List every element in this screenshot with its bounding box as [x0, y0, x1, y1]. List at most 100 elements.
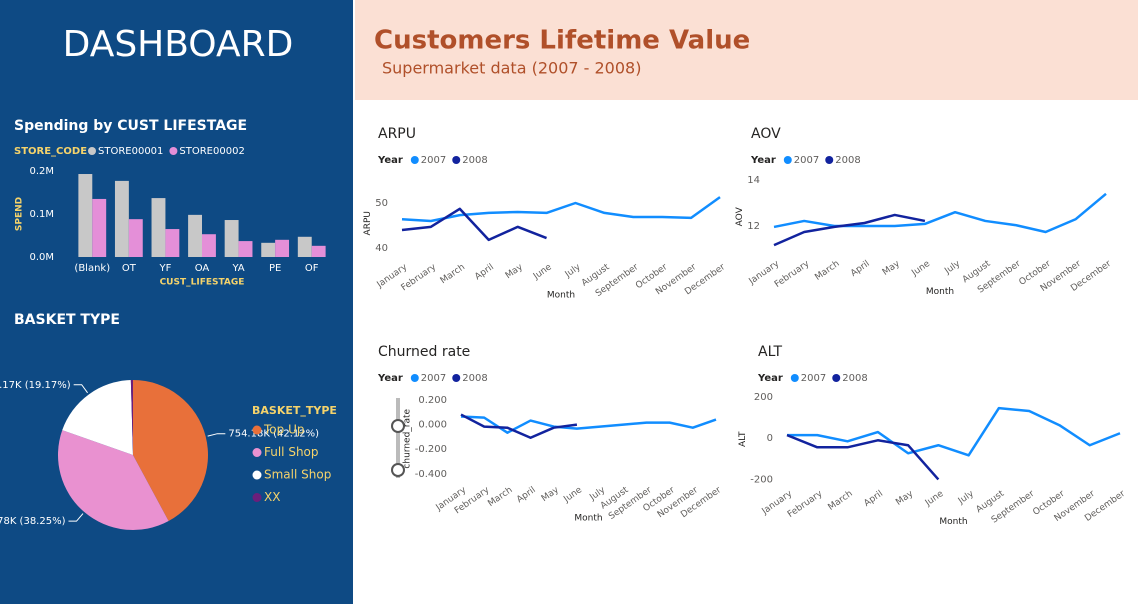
bar — [188, 214, 202, 257]
legend-marker — [88, 147, 96, 155]
y-tick-label: 0.200 — [418, 395, 447, 406]
y-tick-label: 0.0M — [29, 252, 54, 263]
y-tick-label: 0.1M — [29, 209, 54, 220]
slider[interactable] — [391, 398, 405, 478]
y-tick-label: 0.000 — [418, 420, 447, 431]
header-banner — [355, 0, 1138, 100]
y-tick-label: -0.200 — [415, 444, 447, 455]
x-tick-label: March — [486, 485, 514, 509]
bar — [202, 234, 216, 257]
legend-marker — [169, 147, 178, 155]
x-axis-title: Month — [939, 517, 967, 527]
x-tick-label: April — [849, 259, 872, 279]
bar — [114, 180, 129, 257]
bar — [275, 239, 290, 257]
x-tick-label: July — [942, 259, 962, 277]
bar — [297, 236, 312, 257]
legend-label: 2008 — [835, 155, 860, 166]
legend-label: STORE00002 — [179, 146, 244, 157]
legend-title: STORE_CODE — [14, 146, 87, 157]
legend-marker — [825, 156, 834, 164]
legend-title: Year — [757, 373, 783, 384]
leader-line — [207, 433, 226, 437]
bar — [238, 241, 253, 257]
line-series — [460, 413, 578, 440]
legend-label: 2007 — [794, 155, 819, 166]
x-tick-label: May — [504, 262, 526, 281]
data-label: 343.17K (19.17%) — [0, 380, 71, 391]
legend-label: XX — [264, 490, 280, 504]
data-label: 754.18K (42.12%) — [228, 429, 319, 440]
y-axis-title: SPEND — [15, 197, 25, 231]
legend-label: Top Up — [263, 423, 304, 437]
slider-handle[interactable] — [391, 463, 405, 477]
legend-label: Full Shop — [264, 445, 319, 459]
y-axis-title: ALT — [738, 431, 748, 447]
y-axis-title: churned_rate — [402, 408, 412, 468]
y-axis-title: ARPU — [363, 211, 373, 235]
y-axis-title: AOV — [735, 206, 745, 226]
bar — [224, 220, 239, 257]
line-series — [786, 433, 940, 481]
y-tick-label: 14 — [747, 175, 760, 186]
x-tick-label: OA — [195, 263, 210, 274]
x-tick-label: YF — [158, 263, 171, 274]
pie-slice — [130, 380, 133, 455]
x-tick-label: June — [909, 259, 932, 279]
y-tick-label: 12 — [747, 221, 760, 232]
bar — [151, 198, 166, 257]
bar — [261, 242, 276, 257]
x-tick-label: April — [515, 485, 538, 505]
slider-handle[interactable] — [391, 419, 405, 433]
legend-marker — [410, 156, 419, 164]
legend-label: 2008 — [842, 373, 867, 384]
x-tick-label: June — [923, 489, 946, 509]
pie-slice — [133, 380, 209, 522]
y-tick-label: -0.400 — [415, 469, 447, 480]
x-tick-label: May — [894, 489, 916, 508]
legend-marker — [410, 374, 419, 382]
x-tick-label: June — [531, 262, 554, 282]
x-tick-label: PE — [269, 263, 281, 274]
x-tick-label: March — [813, 259, 841, 283]
x-tick-label: July — [563, 262, 583, 280]
legend-marker — [452, 156, 461, 164]
bar — [311, 245, 326, 257]
leader-line — [73, 384, 88, 394]
y-tick-label: 50 — [375, 198, 388, 209]
x-tick-label: February — [786, 489, 825, 520]
legend-marker — [252, 493, 262, 502]
x-tick-label: April — [473, 262, 496, 282]
data-label: 684.78K (38.25%) — [0, 516, 66, 527]
bar — [92, 198, 107, 257]
legend-title: Year — [750, 155, 776, 166]
legend-title: Year — [377, 373, 403, 384]
page-title: Customers Lifetime Value — [374, 26, 750, 56]
line-series — [773, 213, 926, 247]
legend-marker — [252, 448, 262, 457]
line-series — [460, 415, 717, 434]
x-tick-label: May — [881, 259, 903, 278]
chart-title: Churned rate — [378, 344, 470, 360]
line-series — [773, 192, 1107, 234]
page-subtitle: Supermarket data (2007 - 2008) — [382, 59, 641, 78]
y-tick-label: 40 — [375, 243, 388, 254]
legend-marker — [252, 470, 262, 480]
legend-marker — [832, 374, 841, 382]
legend-title: BASKET_TYPE — [252, 404, 337, 417]
y-tick-label: -200 — [750, 474, 773, 485]
legend-label: 2007 — [421, 373, 446, 384]
x-tick-label: OT — [122, 263, 137, 274]
pie-slice — [58, 430, 169, 530]
x-axis-title: Month — [926, 287, 954, 297]
leader-line — [68, 513, 84, 522]
legend-marker — [252, 425, 262, 435]
chart-title: ARPU — [378, 126, 416, 142]
y-tick-label: 0.2M — [29, 166, 54, 177]
y-tick-label: 0 — [767, 433, 773, 444]
legend-marker — [790, 374, 799, 382]
x-tick-label: March — [826, 489, 854, 513]
x-tick-label: YA — [231, 263, 244, 274]
line-series — [401, 207, 547, 242]
